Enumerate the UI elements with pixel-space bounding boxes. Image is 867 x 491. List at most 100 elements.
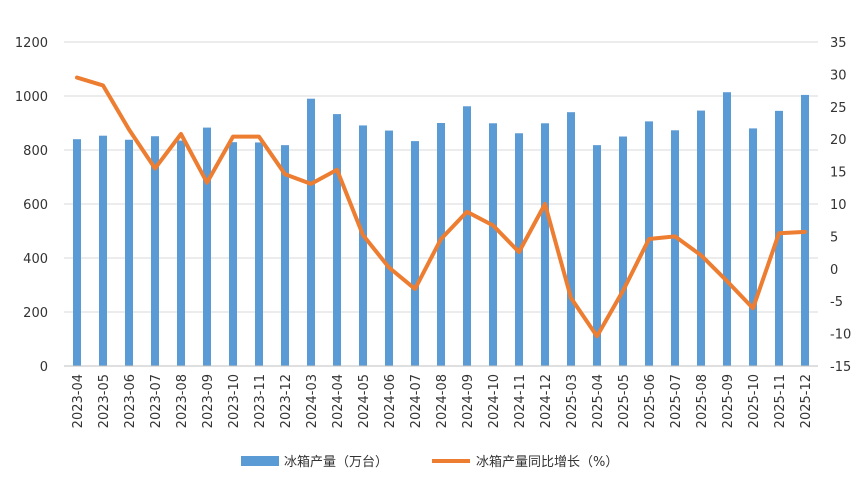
line-point: [804, 230, 806, 233]
x-tick-label: 2023-10: [227, 374, 242, 428]
left-tick-label: 200: [23, 306, 48, 321]
line-point: [466, 210, 468, 213]
line-point: [310, 182, 312, 185]
legend: 冰箱产量（万台） 冰箱产量同比增长（%）: [241, 454, 618, 470]
bar: [99, 135, 107, 366]
x-tick-label: 2024-03: [305, 374, 320, 428]
line-point: [206, 181, 208, 184]
bar: [125, 139, 133, 366]
line-point: [362, 234, 364, 237]
bar: [541, 123, 549, 367]
line-point: [284, 173, 286, 176]
x-tick-label: 2024-10: [487, 374, 502, 428]
line-point: [726, 280, 728, 283]
bar: [411, 141, 419, 366]
right-tick-label: 25: [830, 101, 847, 116]
line-point: [622, 289, 624, 292]
x-tick-label: 2024-05: [357, 374, 372, 428]
left-tick-label: 600: [23, 198, 48, 213]
right-tick-label: 5: [830, 230, 838, 245]
bar: [697, 110, 705, 366]
x-tick-label: 2025-03: [565, 374, 580, 428]
right-tick-label: 10: [830, 198, 847, 213]
x-tick-label: 2023-07: [149, 374, 164, 428]
x-tick-label: 2025-06: [643, 374, 658, 428]
line-point: [570, 296, 572, 299]
bar: [73, 139, 81, 366]
right-tick-label: -10: [830, 328, 851, 343]
line-series: [75, 75, 807, 339]
x-tick-label: 2025-12: [799, 374, 814, 428]
x-tick-label: 2024-08: [435, 374, 450, 428]
line-point: [388, 266, 390, 269]
line-point: [102, 84, 104, 87]
line-point: [752, 307, 754, 310]
bar: [203, 127, 211, 366]
bar: [723, 92, 731, 366]
x-tick-label: 2023-08: [175, 374, 190, 428]
bar: [385, 130, 393, 366]
x-tick-label: 2024-06: [383, 374, 398, 428]
right-tick-label: 35: [830, 36, 847, 51]
line-point: [180, 133, 182, 136]
bar-series: [73, 92, 809, 367]
bar: [151, 136, 159, 366]
line-point: [440, 237, 442, 240]
right-tick-label: 0: [830, 263, 838, 278]
bar: [437, 123, 445, 366]
line-point: [648, 237, 650, 240]
right-tick-label: -5: [830, 295, 843, 310]
bar: [645, 121, 653, 366]
bar: [333, 114, 341, 366]
line-point: [492, 224, 494, 227]
x-tick-label: 2023-04: [71, 374, 86, 428]
right-tick-label: 20: [830, 133, 847, 148]
bar: [463, 106, 471, 366]
left-tick-label: 1200: [15, 36, 48, 51]
bar: [671, 130, 679, 366]
bar: [567, 112, 575, 366]
right-axis-tick-labels: -15 -10 -5 0 5 10 15 20 25 30 35: [830, 36, 851, 375]
left-tick-label: 1000: [15, 90, 48, 105]
x-tick-label: 2025-08: [695, 374, 710, 428]
x-tick-label: 2024-04: [331, 374, 346, 428]
line-point: [674, 235, 676, 238]
left-tick-label: 800: [23, 144, 48, 159]
x-axis-tick-labels: 2023-04 2023-05 2023-06 2023-07 2023-08 2023-…: [71, 374, 814, 428]
left-axis-tick-labels: 0 200 400 600 800 1000 1200: [15, 36, 48, 375]
legend-swatch-bar: [241, 456, 279, 466]
bar: [255, 142, 263, 366]
x-tick-label: 2024-09: [461, 374, 476, 428]
line-point: [518, 250, 520, 253]
bar: [619, 136, 627, 366]
x-tick-label: 2023-09: [201, 374, 216, 428]
line-point: [154, 167, 156, 170]
bar: [749, 128, 757, 366]
x-tick-label: 2025-09: [721, 374, 736, 428]
bar: [593, 145, 601, 366]
bar: [489, 123, 497, 367]
x-tick-label: 2024-07: [409, 374, 424, 428]
legend-label-bar: 冰箱产量（万台）: [284, 454, 388, 470]
line-point: [596, 335, 598, 338]
left-tick-label: 400: [23, 252, 48, 267]
right-tick-label: 30: [830, 68, 847, 83]
x-tick-label: 2023-06: [123, 374, 138, 428]
left-tick-label: 0: [40, 360, 48, 375]
bar: [307, 98, 315, 366]
x-tick-label: 2023-11: [253, 374, 268, 428]
line-point: [258, 135, 260, 138]
x-tick-label: 2025-11: [773, 374, 788, 428]
line-point: [778, 232, 780, 235]
line-point: [76, 76, 78, 79]
bar: [359, 125, 367, 367]
x-tick-label: 2025-07: [669, 374, 684, 428]
line-point: [544, 203, 546, 205]
x-tick-label: 2025-04: [591, 374, 606, 428]
x-tick-label: 2025-10: [747, 374, 762, 428]
line-point: [232, 135, 234, 138]
line-point: [414, 287, 416, 290]
bar: [229, 142, 237, 366]
x-tick-label: 2024-12: [539, 374, 554, 428]
x-tick-label: 2023-05: [97, 374, 112, 428]
